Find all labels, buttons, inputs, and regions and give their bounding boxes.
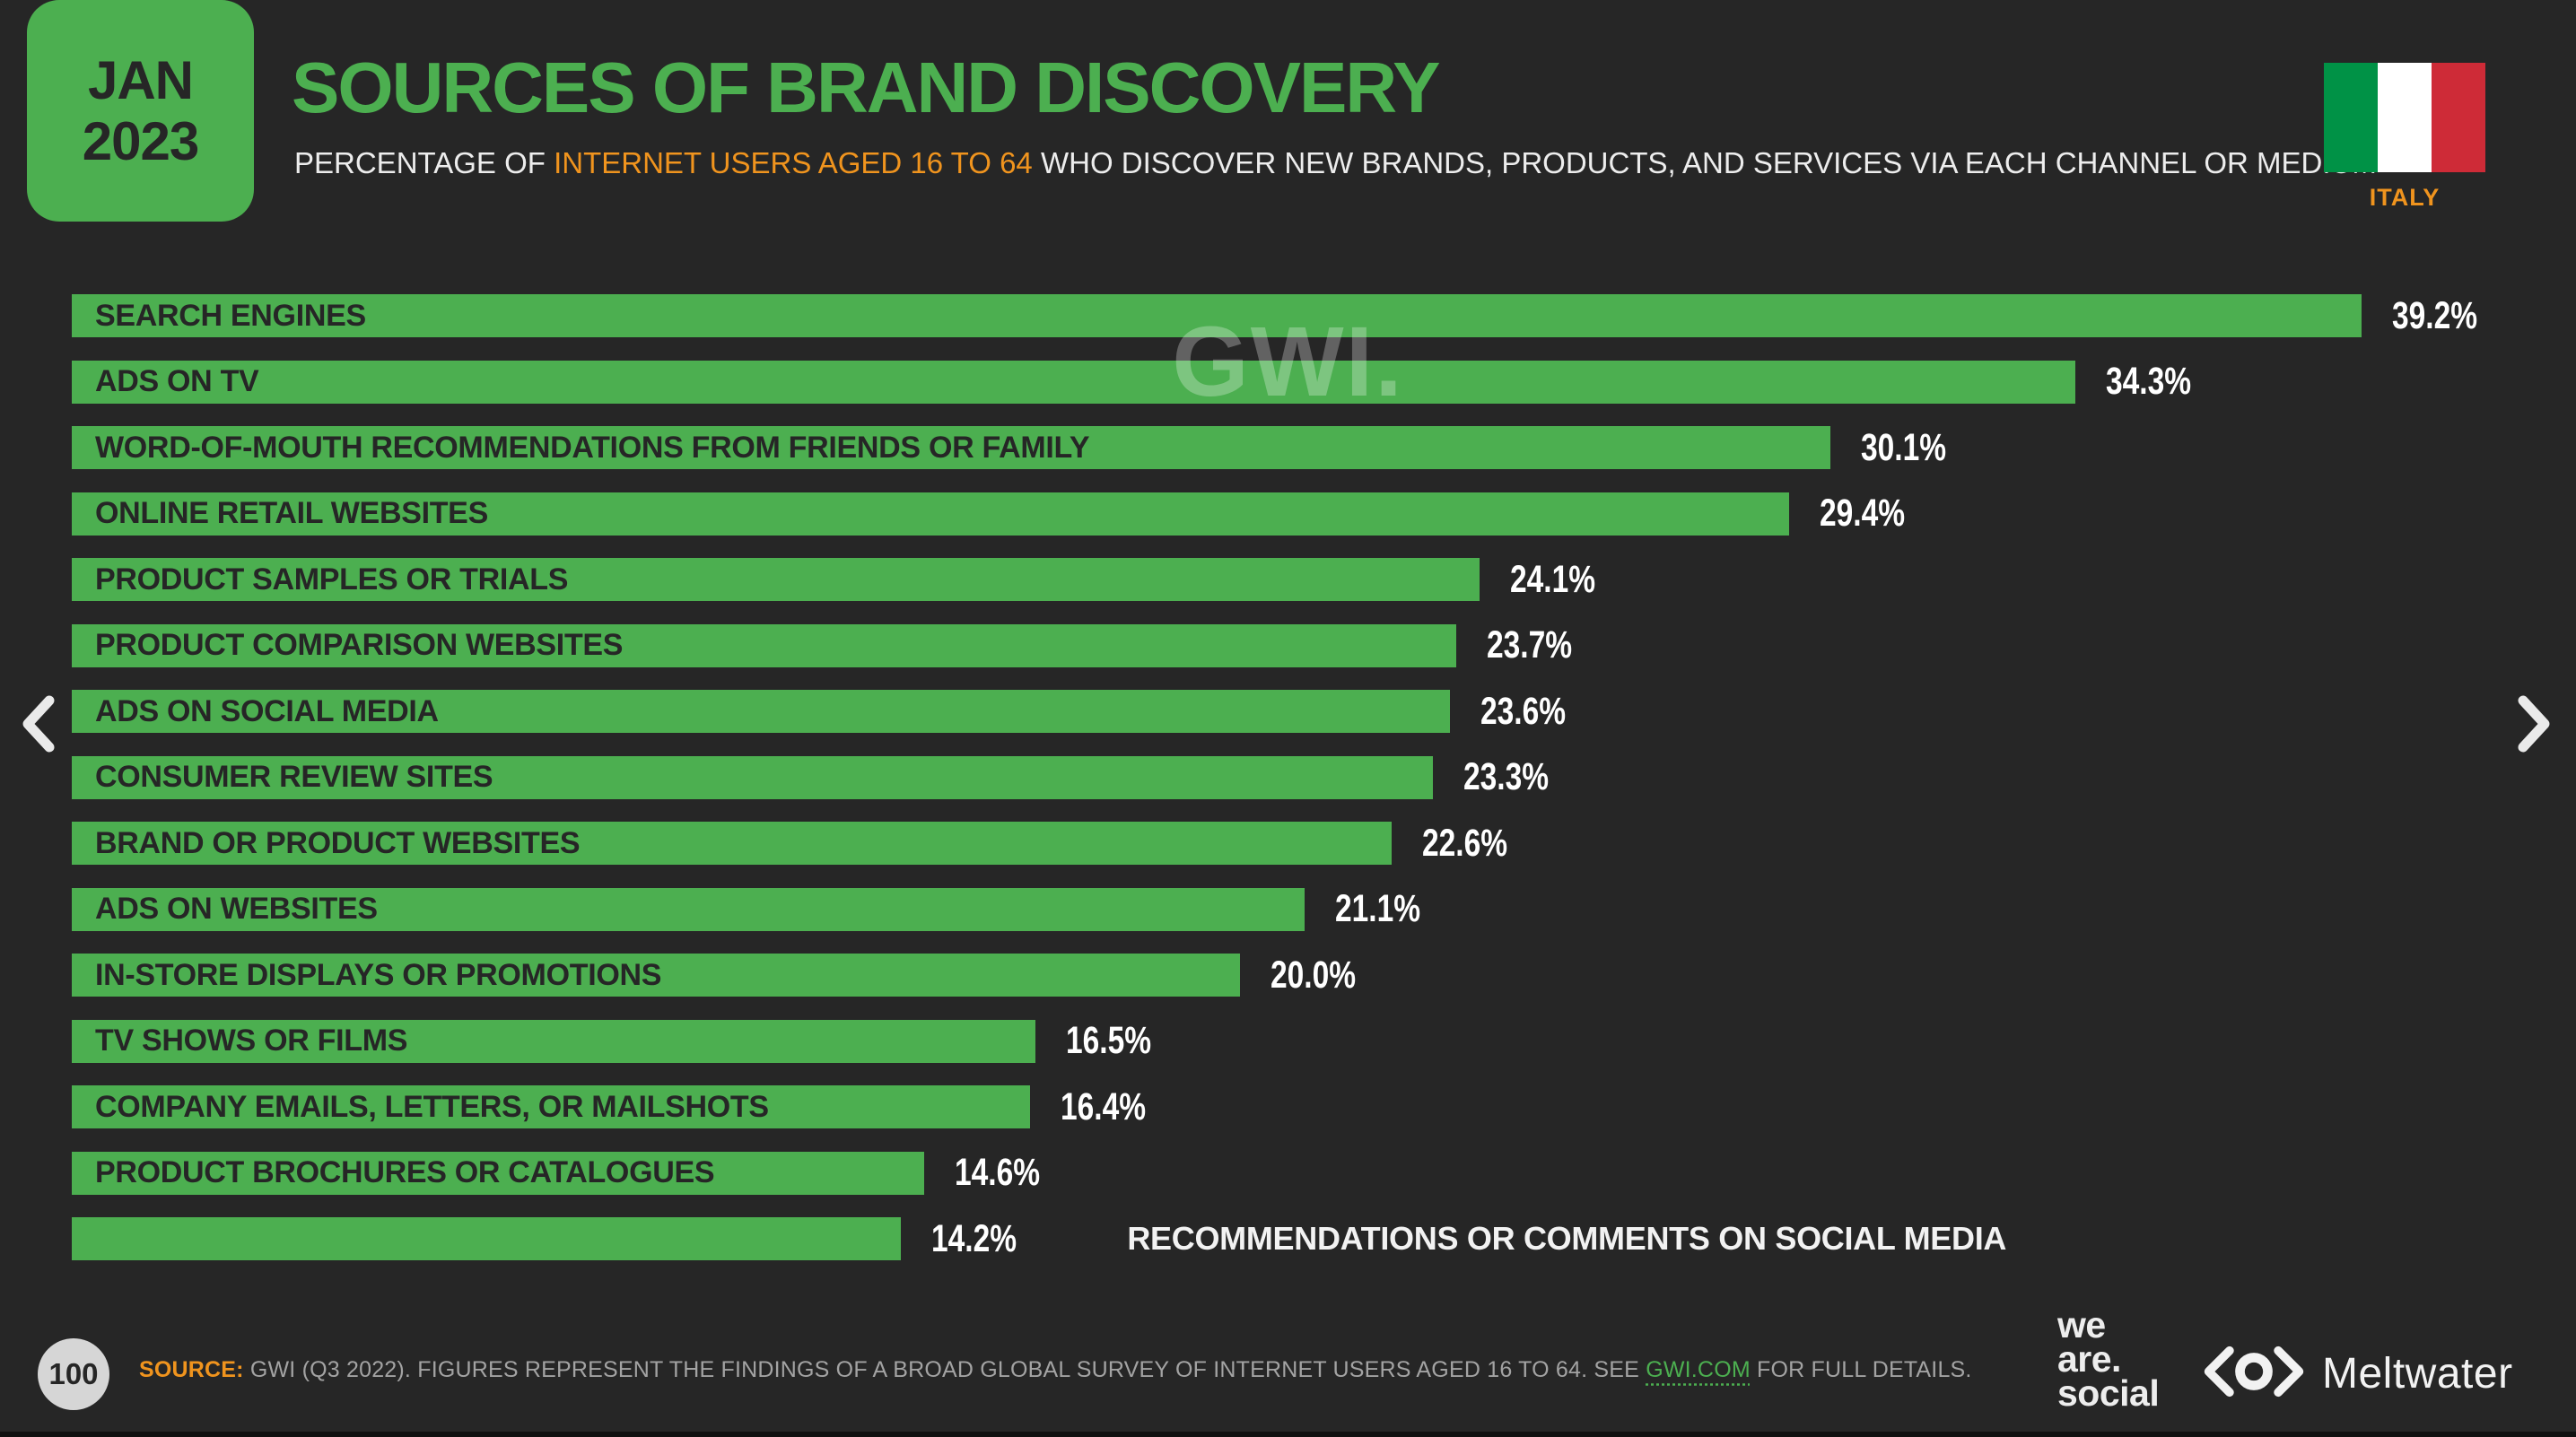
source-text-1: GWI (Q3 2022). FIGURES REPRESENT THE FIN… [243,1357,1646,1382]
bar: ADS ON TV [72,360,2075,404]
date-badge-year: 2023 [82,110,199,171]
source-tag: SOURCE: [139,1357,244,1382]
italy-flag [2324,63,2485,172]
bar-label: COMPANY EMAILS, LETTERS, OR MAILSHOTS [95,1089,769,1124]
bar-row: 14.2% RECOMMENDATIONS OR COMMENTS ON SOCI… [72,1217,2494,1260]
we-are-social-line: are. [2057,1338,2121,1380]
bar-row: ONLINE RETAIL WEBSITES 29.4% [72,492,2494,536]
bar-value: 29.4% [1819,492,1906,535]
page-title: SOURCES OF BRAND DISCOVERY [292,48,1441,127]
bar-value: 21.1% [1334,887,1420,930]
source-text-2: FOR FULL DETAILS. [1750,1357,1972,1382]
bar-value: 24.1% [1509,557,1596,601]
subtitle-highlight: INTERNET USERS AGED 16 TO 64 [554,146,1033,179]
bar-label: PRODUCT SAMPLES OR TRIALS [95,562,569,597]
bar-label: PRODUCT BROCHURES OR CATALOGUES [95,1155,715,1189]
bar: IN-STORE DISPLAYS OR PROMOTIONS [72,954,1240,997]
bar-row: PRODUCT BROCHURES OR CATALOGUES 14.6% [72,1151,2494,1195]
bar-label: PRODUCT COMPARISON WEBSITES [95,628,624,662]
chevron-right-icon [2517,695,2553,757]
meltwater-logo: Meltwater [2196,1344,2513,1404]
bar-value: 34.3% [2105,360,2192,403]
bar-label: ADS ON TV [95,364,259,398]
bar: PRODUCT COMPARISON WEBSITES [72,623,1456,667]
bar-value: 14.2% [931,1216,1017,1260]
meltwater-label: Meltwater [2322,1350,2513,1398]
bar-label: ADS ON SOCIAL MEDIA [95,693,439,728]
page-subtitle: PERCENTAGE OF INTERNET USERS AGED 16 TO … [294,146,2377,180]
bar: BRAND OR PRODUCT WEBSITES [72,822,1393,865]
bar-row: ADS ON SOCIAL MEDIA 23.6% [72,690,2494,733]
bar-label: TV SHOWS OR FILMS [95,1023,408,1058]
bar-value: 30.1% [1860,425,1946,469]
bar-label: IN-STORE DISPLAYS OR PROMOTIONS [95,957,662,992]
bar-value: 23.7% [1486,623,1572,666]
bar-row: WORD-OF-MOUTH RECOMMENDATIONS FROM FRIEN… [72,426,2494,469]
bar [72,1217,902,1260]
bar-row: TV SHOWS OR FILMS 16.5% [72,1019,2494,1063]
bar: ONLINE RETAIL WEBSITES [72,492,1789,536]
date-badge: JAN 2023 [27,0,254,222]
bar-row: BRAND OR PRODUCT WEBSITES 22.6% [72,822,2494,865]
bar-value: 23.3% [1463,755,1549,798]
bar-label: WORD-OF-MOUTH RECOMMENDATIONS FROM FRIEN… [95,430,1090,465]
we-are-social-logo: we are. social [2057,1304,2160,1414]
meltwater-eye-icon [2196,1344,2311,1404]
bar-row: IN-STORE DISPLAYS OR PROMOTIONS 20.0% [72,954,2494,997]
bar: CONSUMER REVIEW SITES [72,755,1433,799]
bar: WORD-OF-MOUTH RECOMMENDATIONS FROM FRIEN… [72,426,1830,469]
prev-page-button[interactable] [20,694,56,753]
bar-row: ADS ON WEBSITES 21.1% [72,887,2494,931]
bar-row: SEARCH ENGINES 39.2% [72,294,2494,337]
bar-row: CONSUMER REVIEW SITES 23.3% [72,755,2494,799]
chevron-left-icon [20,695,56,757]
bar-label: SEARCH ENGINES [95,298,366,333]
page-number-badge: 100 [38,1338,109,1410]
bar-value: 16.4% [1060,1084,1146,1128]
bar-value: 23.6% [1480,689,1567,733]
bar-label: BRAND OR PRODUCT WEBSITES [95,825,581,860]
bar: PRODUCT BROCHURES OR CATALOGUES [72,1151,925,1195]
bar: SEARCH ENGINES [72,294,2362,337]
bottom-edge [0,1432,2576,1437]
page-number: 100 [48,1357,99,1390]
bar-label: ONLINE RETAIL WEBSITES [95,496,488,530]
bar-label: CONSUMER REVIEW SITES [95,760,493,794]
flag-stripe-green [2324,63,2378,172]
bar: ADS ON WEBSITES [72,887,1305,931]
subtitle-suffix: WHO DISCOVER NEW BRANDS, PRODUCTS, AND S… [1032,146,2377,179]
we-are-social-line: social [2057,1372,2160,1414]
subtitle-prefix: PERCENTAGE OF [294,146,554,179]
bar: PRODUCT SAMPLES OR TRIALS [72,558,1480,601]
bar-label: ADS ON WEBSITES [95,892,378,926]
bar: COMPANY EMAILS, LETTERS, OR MAILSHOTS [72,1085,1030,1128]
bar-value: 14.6% [955,1151,1041,1194]
source-link[interactable]: GWI.COM [1646,1357,1751,1382]
bar-value: 39.2% [2391,293,2478,337]
bar-row: COMPANY EMAILS, LETTERS, OR MAILSHOTS 16.… [72,1085,2494,1128]
source-line: SOURCE: GWI (Q3 2022). FIGURES REPRESENT… [139,1357,1972,1383]
bar-row: ADS ON TV 34.3% [72,360,2494,404]
next-page-button[interactable] [2517,694,2553,753]
bar-value: 20.0% [1271,953,1357,997]
bar: TV SHOWS OR FILMS [72,1019,1036,1063]
bar-chart: SEARCH ENGINES 39.2% ADS ON TV 34.3% WORD-OF… [72,294,2494,1260]
flag-stripe-white [2378,63,2432,172]
we-are-social-line: we [2057,1304,2106,1346]
date-badge-month: JAN [87,49,194,110]
country-label: ITALY [2369,184,2441,211]
flag-stripe-red [2432,63,2485,172]
bar-value: 16.5% [1066,1019,1152,1062]
bar-label-outside: RECOMMENDATIONS OR COMMENTS ON SOCIAL ME… [1127,1220,2007,1257]
bar-row: PRODUCT COMPARISON WEBSITES 23.7% [72,623,2494,667]
bar-value: 22.6% [1422,821,1508,865]
bar: ADS ON SOCIAL MEDIA [72,690,1451,733]
bar-row: PRODUCT SAMPLES OR TRIALS 24.1% [72,558,2494,601]
